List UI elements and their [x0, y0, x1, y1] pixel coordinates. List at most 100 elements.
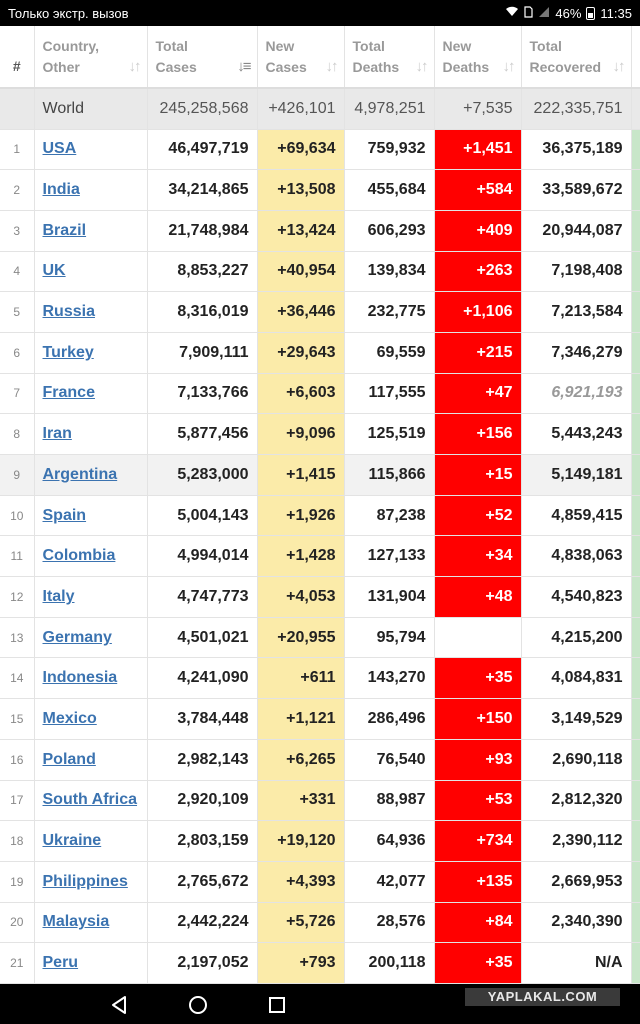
country-cell: Russia — [34, 291, 148, 333]
country-cell: Mexico — [34, 698, 148, 740]
new-deaths: +93 — [434, 739, 522, 781]
total-recovered: 2,390,112 — [521, 820, 632, 862]
world-overflow — [631, 88, 640, 130]
row-overflow — [631, 739, 640, 781]
new-deaths: +156 — [434, 413, 522, 455]
table-row: 18 Ukraine 2,803,159 +19,120 64,936 +734 2,390… — [0, 820, 640, 862]
country-link[interactable]: Peru — [42, 954, 79, 972]
country-link[interactable]: Philippines — [42, 872, 128, 890]
country-link[interactable]: Mexico — [42, 709, 97, 727]
country-link[interactable]: Malaysia — [42, 913, 110, 931]
new-deaths: +584 — [434, 169, 522, 211]
sort-icon: ↓↑ — [502, 58, 516, 75]
new-cases: +1,428 — [257, 535, 345, 578]
country-cell: Ukraine — [34, 820, 148, 862]
country-cell: Poland — [34, 739, 148, 781]
new-cases: +40,954 — [257, 251, 345, 293]
recent-square-icon[interactable] — [266, 994, 288, 1016]
country-link[interactable]: Poland — [42, 750, 96, 768]
row-index: 18 — [0, 820, 35, 862]
country-link[interactable]: USA — [42, 140, 77, 158]
total-recovered: 6,921,193 — [521, 373, 632, 415]
covid-table-container[interactable]: # Country, Other ↓↑ Total Cases ↓≡ New C… — [0, 26, 640, 984]
total-cases: 46,497,719 — [147, 129, 258, 171]
total-cases: 4,241,090 — [147, 657, 258, 700]
table-row: 21 Peru 2,197,052 +793 200,118 +35 N/A — [0, 942, 640, 984]
country-link[interactable]: Brazil — [42, 221, 87, 239]
total-recovered: 4,084,831 — [521, 657, 632, 700]
total-recovered: 5,443,243 — [521, 413, 632, 455]
header-new-cases[interactable]: New Cases ↓↑ — [257, 26, 345, 89]
table-row: 12 Italy 4,747,773 +4,053 131,904 +48 4,540,82… — [0, 576, 640, 618]
row-index: 4 — [0, 251, 35, 293]
total-deaths: 117,555 — [344, 373, 435, 415]
row-overflow — [631, 129, 640, 171]
country-link[interactable]: France — [42, 384, 95, 402]
country-link[interactable]: South Africa — [42, 791, 138, 809]
country-link[interactable]: Ukraine — [42, 832, 102, 850]
new-cases: +611 — [257, 657, 345, 700]
total-deaths: 143,270 — [344, 657, 435, 700]
row-overflow — [631, 291, 640, 333]
clock: 11:35 — [600, 5, 632, 21]
total-recovered: 36,375,189 — [521, 129, 632, 171]
carrier-text: Только экстр. вызов — [8, 5, 129, 21]
new-deaths: +263 — [434, 251, 522, 293]
header-total-recovered-line1: Total — [529, 38, 562, 54]
row-overflow — [631, 332, 640, 374]
row-index: 6 — [0, 332, 35, 374]
row-overflow — [631, 657, 640, 700]
total-deaths: 64,936 — [344, 820, 435, 862]
world-index — [0, 88, 35, 130]
table-row: 2 India 34,214,865 +13,508 455,684 +584 33,589… — [0, 169, 640, 211]
new-cases: +4,393 — [257, 861, 345, 903]
header-total-recovered[interactable]: Total Recovered ↓↑ — [521, 26, 632, 89]
new-deaths: +47 — [434, 373, 522, 415]
table-row: 4 UK 8,853,227 +40,954 139,834 +263 7,198,408 — [0, 251, 640, 293]
row-overflow — [631, 373, 640, 415]
table-row: 15 Mexico 3,784,448 +1,121 286,496 +150 3,149,… — [0, 698, 640, 740]
row-overflow — [631, 861, 640, 903]
sort-icon: ↓↑ — [325, 58, 339, 75]
home-circle-icon[interactable] — [187, 994, 209, 1016]
header-total-cases[interactable]: Total Cases ↓≡ — [147, 26, 258, 89]
battery-icon — [586, 6, 596, 20]
total-recovered: 4,215,200 — [521, 617, 632, 659]
country-link[interactable]: UK — [42, 262, 66, 280]
country-link[interactable]: Russia — [42, 303, 95, 321]
world-name: World — [34, 88, 148, 130]
country-link[interactable]: Indonesia — [42, 669, 118, 687]
covid-stats-table: # Country, Other ↓↑ Total Cases ↓≡ New C… — [0, 26, 640, 984]
header-country[interactable]: Country, Other ↓↑ — [34, 26, 148, 89]
sim-icon — [524, 5, 533, 21]
total-deaths: 759,932 — [344, 129, 435, 171]
table-row: 6 Turkey 7,909,111 +29,643 69,559 +215 7,346,2… — [0, 332, 640, 374]
total-cases: 2,442,224 — [147, 902, 258, 944]
row-index: 15 — [0, 698, 35, 740]
new-cases: +29,643 — [257, 332, 345, 374]
header-new-deaths-line1: New — [442, 38, 472, 54]
country-link[interactable]: Germany — [42, 628, 112, 646]
table-row: 13 Germany 4,501,021 +20,955 95,794 4,215,200 — [0, 617, 640, 659]
header-new-deaths[interactable]: New Deaths ↓↑ — [434, 26, 522, 89]
total-cases: 3,784,448 — [147, 698, 258, 740]
total-deaths: 69,559 — [344, 332, 435, 374]
new-deaths: +84 — [434, 902, 522, 944]
total-deaths: 88,987 — [344, 780, 435, 822]
country-link[interactable]: Spain — [42, 506, 87, 524]
country-link[interactable]: Colombia — [42, 547, 116, 565]
country-link[interactable]: Iran — [42, 425, 72, 443]
total-deaths: 28,576 — [344, 902, 435, 944]
country-link[interactable]: Italy — [42, 587, 75, 605]
country-link[interactable]: India — [42, 181, 80, 199]
country-link[interactable]: Argentina — [42, 465, 118, 483]
total-cases: 5,004,143 — [147, 495, 258, 537]
country-link[interactable]: Turkey — [42, 343, 94, 361]
back-triangle-icon[interactable] — [108, 994, 130, 1016]
table-row: 19 Philippines 2,765,672 +4,393 42,077 +135 2,… — [0, 861, 640, 903]
row-overflow — [631, 902, 640, 944]
new-cases: +9,096 — [257, 413, 345, 455]
row-index: 5 — [0, 291, 35, 333]
header-total-deaths[interactable]: Total Deaths ↓↑ — [344, 26, 435, 89]
total-recovered: 7,213,584 — [521, 291, 632, 333]
